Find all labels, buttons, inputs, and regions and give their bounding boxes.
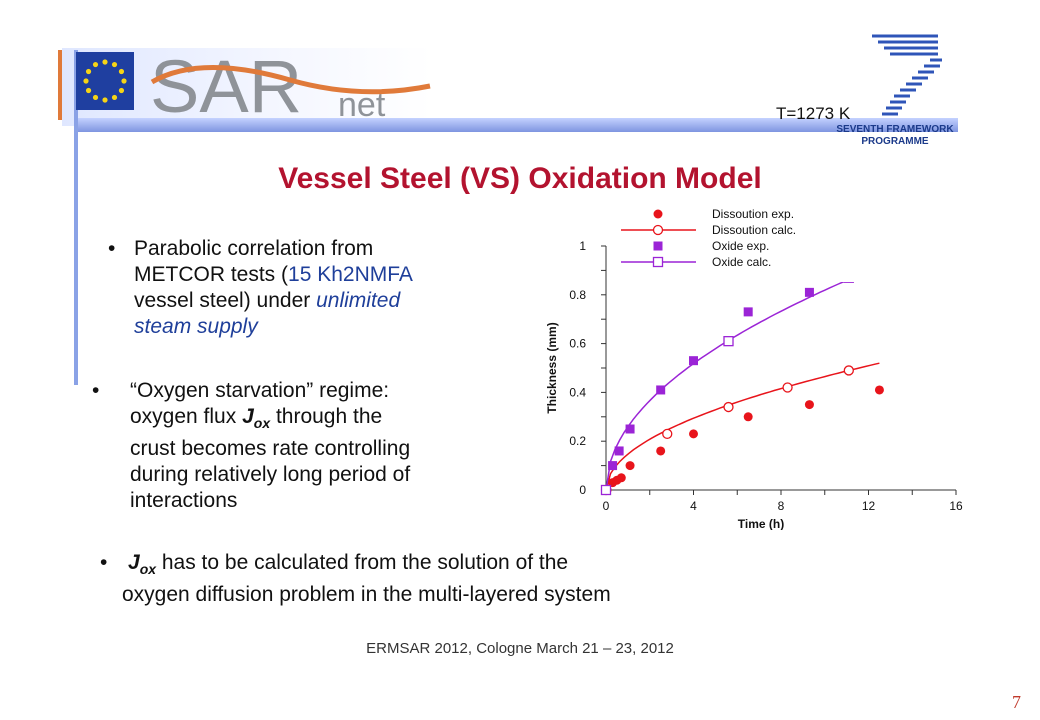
- data-point: [782, 382, 793, 393]
- frame-line-orange: [58, 50, 62, 120]
- eu-star: [121, 78, 127, 84]
- bullet3-line1: Jox has to be calculated from the soluti…: [128, 551, 569, 578]
- eu-star: [111, 94, 118, 101]
- x-tick-label: 4: [690, 499, 697, 513]
- eu-star: [85, 68, 92, 75]
- bullet1-line2: METCOR tests (15 Kh2NMFA: [134, 263, 413, 286]
- sarnet-logo: SAR net: [150, 45, 431, 124]
- data-point: [616, 473, 626, 483]
- y-tick-label: 1: [579, 239, 586, 253]
- data-point: [608, 461, 618, 471]
- eu-star: [92, 94, 99, 101]
- data-point: [723, 401, 734, 413]
- legend-marker: [652, 256, 664, 268]
- y-tick-label: 0.8: [569, 288, 586, 302]
- fp7-line1: SEVENTH FRAMEWORK: [836, 124, 954, 135]
- bullet-oxygen-starvation: • “Oxygen starvation” regime: oxygen flu…: [92, 378, 512, 514]
- y-axis-label: Thickness (mm): [545, 322, 559, 413]
- y-tick-label: 0.2: [569, 434, 586, 448]
- eu-star: [118, 68, 125, 75]
- temperature-label: T=1273 K: [776, 104, 851, 123]
- data-point: [600, 484, 612, 496]
- data-point: [743, 412, 753, 422]
- data-point: [625, 461, 635, 471]
- eu-star: [102, 97, 108, 103]
- data-point: [656, 446, 666, 456]
- y-tick-label: 0.6: [569, 337, 586, 351]
- bullet1-line4: steam supply: [134, 315, 258, 338]
- eu-star: [92, 61, 99, 68]
- bullet-jox: • Jox has to be calculated from the solu…: [100, 550, 800, 608]
- data-point: [804, 287, 814, 297]
- bullet-dot: •: [108, 237, 116, 260]
- legend-marker: [653, 241, 663, 251]
- bullet2-line1: “Oxygen starvation” regime:: [130, 379, 390, 402]
- legend-marker: [653, 209, 663, 219]
- fp7-caption: SEVENTH FRAMEWORK PROGRAMME: [835, 124, 955, 148]
- bullet2-line2: oxygen flux Jox through the: [130, 405, 383, 432]
- x-tick-label: 0: [603, 499, 610, 513]
- legend-label: Dissoution exp.: [712, 207, 794, 221]
- frame-line-blue: [74, 50, 78, 385]
- eu-star: [118, 87, 125, 94]
- data-point: [804, 400, 814, 410]
- bullet1-line1: Parabolic correlation from: [134, 237, 374, 260]
- x-axis-label: Time (h): [738, 517, 784, 530]
- data-point: [656, 385, 666, 395]
- slide-title: Vessel Steel (VS) Oxidation Model: [278, 162, 762, 195]
- fp7-logo: [872, 34, 942, 116]
- legend-label: Oxide calc.: [712, 255, 771, 269]
- bullet3-line2: oxygen diffusion problem in the multi-la…: [122, 583, 611, 607]
- header-divider: [78, 118, 958, 132]
- x-tick-label: 16: [949, 499, 963, 513]
- bullet-parabolic: • Parabolic correlation from METCOR test…: [108, 236, 508, 340]
- bullet2-line3: crust becomes rate controlling: [130, 437, 411, 461]
- bullet2-line5: interactions: [130, 489, 238, 513]
- data-point: [614, 446, 624, 456]
- x-tick-label: 12: [862, 499, 876, 513]
- data-point: [743, 307, 753, 317]
- eu-star: [83, 78, 89, 84]
- fit-curve-1: [605, 362, 880, 491]
- data-point: [723, 336, 734, 347]
- data-point: [689, 356, 698, 366]
- data-point: [625, 424, 635, 434]
- logo-sar-text: SAR: [150, 45, 302, 124]
- data-point: [689, 429, 698, 439]
- y-tick-label: 0.4: [569, 385, 586, 399]
- fit-curve-2: [605, 265, 880, 491]
- eu-star: [85, 87, 92, 94]
- eu-flag-icon: [76, 52, 134, 110]
- bullet2-line4: during relatively long period of: [130, 463, 411, 487]
- fp7-line2: PROGRAMME: [861, 136, 929, 147]
- page-number: 7: [1012, 692, 1021, 712]
- legend-marker: [652, 224, 664, 236]
- legend-label: Dissoution calc.: [712, 223, 796, 237]
- y-tick-label: 0: [579, 483, 586, 497]
- eu-star: [111, 61, 118, 68]
- footer-text: ERMSAR 2012, Cologne March 21 – 23, 2012: [366, 640, 674, 657]
- data-point: [843, 365, 854, 376]
- data-point: [662, 428, 673, 440]
- eu-star: [102, 59, 108, 65]
- bullet-dot: •: [100, 551, 108, 574]
- data-point: [874, 385, 884, 395]
- bullet1-line3: vessel steel) under unlimited: [134, 289, 401, 312]
- x-tick-label: 8: [778, 499, 785, 513]
- bullet-dot: •: [92, 379, 100, 402]
- legend-label: Oxide exp.: [712, 239, 769, 253]
- legend-box: [716, 204, 896, 282]
- logo-swoosh: [150, 65, 431, 95]
- oxidation-chart: 0 0.2 0.4 0.6 0.8 1 0 4 8 12 16 Time (h) Thickness (…: [545, 204, 963, 530]
